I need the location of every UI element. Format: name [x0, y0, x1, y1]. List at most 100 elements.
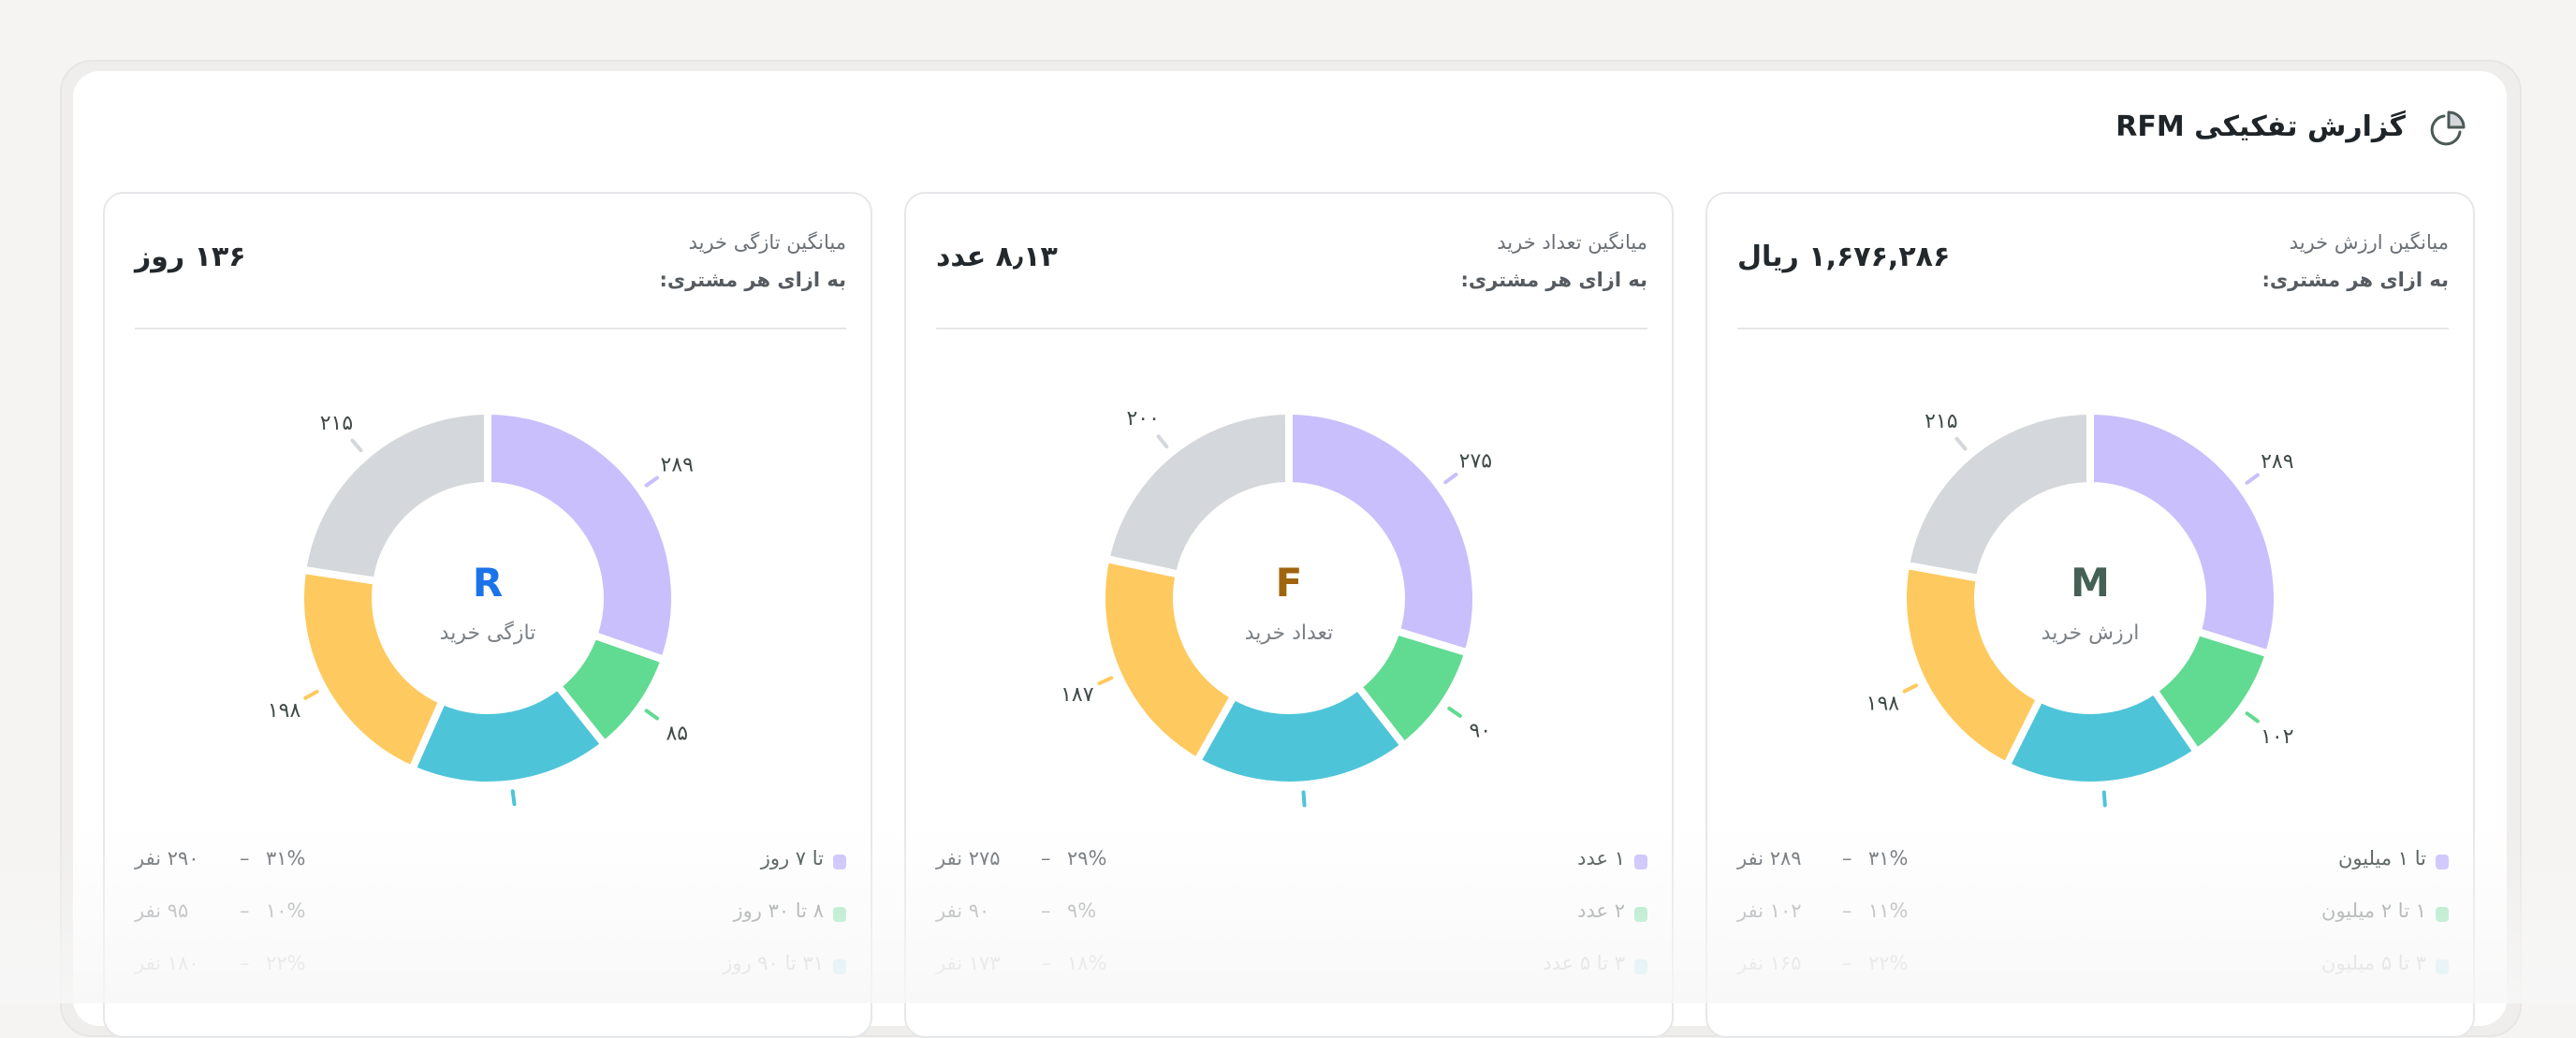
donut-label-tick — [1447, 706, 1462, 718]
divider — [1737, 328, 2449, 329]
legend-label: ۸ تا ۳۰ روز — [733, 899, 824, 922]
rfm-card-m: میانگین ارزش خرید به ازای هر مشتری: ۱,۶۷۶… — [1705, 192, 2475, 1038]
pie-chart-icon — [2430, 110, 2466, 146]
donut-segment[interactable] — [2086, 407, 2281, 658]
legend-separator: – — [1041, 847, 1051, 870]
legend-count: ۱۸۰ نفر — [135, 952, 199, 974]
card-average-value: ۱۳۶ روز — [135, 241, 246, 273]
card-average-value: ۱,۶۷۶,۲۸۶ ریال — [1737, 241, 1951, 273]
donut-label-tick — [2101, 790, 2107, 808]
legend-item[interactable]: ۳ تا ۵ میلیون ۲۲% – ۱۶۵ نفر — [1737, 944, 2449, 997]
legend-item[interactable]: تا ۷ روز ۳۱% – ۲۹۰ نفر — [135, 840, 846, 892]
donut-value-label: ۱۷۳ — [1290, 819, 1324, 821]
legend-swatch — [1634, 855, 1647, 870]
card-label-line1: میانگین ارزش خرید — [2289, 231, 2449, 254]
card-label-line2: به ازای هر مشتری: — [2261, 269, 2449, 291]
donut-label-tick — [644, 475, 660, 488]
donut-label-tick — [2245, 473, 2260, 485]
legend-count: ۱۶۵ نفر — [1737, 952, 1802, 974]
donut-value-label: ۱۶۵ — [501, 818, 534, 821]
donut-value-label: ۸۵ — [666, 723, 688, 746]
legend-percent: ۱۰% — [266, 899, 306, 922]
legend-percent: ۲۲% — [266, 952, 306, 974]
center-label: تعداد خرید — [1245, 621, 1334, 645]
donut-segment[interactable] — [1902, 407, 2094, 582]
legend-item[interactable]: تا ۱ میلیون ۳۱% – ۲۸۹ نفر — [1737, 840, 2449, 892]
legend-percent: ۳۱% — [266, 847, 306, 870]
legend-percent: ۲۹% — [1067, 847, 1107, 870]
donut-label-tick — [350, 438, 363, 453]
legend-separator: – — [240, 847, 250, 870]
card-label: میانگین ارزش خرید به ازای هر مشتری: — [2261, 224, 2449, 299]
donut-label-tick — [1097, 676, 1114, 686]
donut-label-tick — [1156, 434, 1169, 449]
donut-value-label: ۱۶۵ — [2090, 819, 2123, 821]
donut-segment[interactable] — [1285, 407, 1480, 657]
legend-separator: – — [1842, 899, 1852, 922]
legend-label: ۲ عدد — [1577, 899, 1625, 922]
legend-separator: – — [1842, 847, 1852, 870]
legend: ۱ عدد ۲۹% – ۲۷۵ نفر ۲ عدد ۹% – ۹۰ نفر ۳ … — [936, 840, 1647, 997]
donut-segment[interactable] — [484, 407, 679, 665]
donut-value-label: ۲۱۵ — [320, 412, 353, 435]
divider — [135, 328, 846, 329]
legend-percent: ۱۸% — [1067, 952, 1107, 974]
donut-value-label: ۱۸۷ — [1061, 683, 1094, 707]
legend-item[interactable]: ۳۱ تا ۹۰ روز ۲۲% – ۱۸۰ نفر — [135, 944, 846, 997]
donut-chart: ۲۸۹ ۸۵ ۱۶۵ ۱۹۸ ۲۱۵ R تازگی خرید — [268, 407, 694, 821]
legend-item[interactable]: ۸ تا ۳۰ روز ۱۰% – ۹۵ نفر — [135, 892, 846, 944]
legend-count: ۱۰۲ نفر — [1737, 899, 1802, 922]
legend-percent: ۹% — [1067, 899, 1097, 922]
legend-separator: – — [1041, 899, 1051, 922]
legend-item[interactable]: ۳ تا ۵ عدد ۱۸% – ۱۷۳ نفر — [936, 944, 1647, 997]
rfm-card-r: میانگین تازگی خرید به ازای هر مشتری: ۱۳۶ … — [103, 192, 872, 1038]
donut-value-label: ۲۸۹ — [661, 453, 694, 476]
divider — [936, 328, 1647, 329]
legend-percent: ۲۲% — [1868, 952, 1909, 974]
center-label: تازگی خرید — [440, 621, 536, 645]
legend-swatch — [833, 907, 846, 922]
center-letter: F — [1276, 560, 1303, 606]
donut-label-tick — [2245, 711, 2260, 724]
donut-label-tick — [1301, 790, 1307, 808]
donut-value-label: ۱۹۸ — [268, 699, 301, 723]
donut-label-tick — [303, 690, 319, 700]
legend-item[interactable]: ۱ تا ۲ میلیون ۱۱% – ۱۰۲ نفر — [1737, 892, 2449, 944]
donut-segment[interactable] — [299, 407, 491, 585]
legend-item[interactable]: ۱ عدد ۲۹% – ۲۷۵ نفر — [936, 840, 1647, 892]
legend-count: ۲۷۵ نفر — [936, 847, 1001, 870]
donut-segment[interactable] — [297, 565, 446, 773]
donut-chart: ۲۷۵ ۹۰ ۱۷۳ ۱۸۷ ۲۰۰ F تعداد خرید — [1061, 407, 1492, 821]
legend-item[interactable]: ۲ عدد ۹% – ۹۰ نفر — [936, 892, 1647, 944]
rfm-card-f: میانگین تعداد خرید به ازای هر مشتری: ۸٫۱۳… — [904, 192, 1674, 1038]
donut-value-label: ۱۰۲ — [2261, 725, 2293, 749]
legend: تا ۱ میلیون ۳۱% – ۲۸۹ نفر ۱ تا ۲ میلیون … — [1737, 840, 2449, 997]
card-average-value: ۸٫۱۳ عدد — [936, 241, 1058, 273]
legend-swatch — [2436, 959, 2449, 974]
donut-segment[interactable] — [1899, 561, 2044, 769]
center-letter: R — [473, 560, 503, 606]
legend-label: ۳۱ تا ۹۰ روز — [723, 952, 824, 974]
legend-count: ۱۷۳ نفر — [936, 952, 1001, 974]
center-letter: M — [2071, 560, 2110, 606]
legend-percent: ۳۱% — [1868, 847, 1909, 870]
card-label: میانگین تازگی خرید به ازای هر مشتری: — [659, 224, 846, 299]
donut-label-tick — [510, 789, 517, 807]
legend-label: تا ۱ میلیون — [2337, 847, 2426, 870]
legend-label: ۳ تا ۵ میلیون — [2321, 952, 2426, 974]
legend: تا ۷ روز ۳۱% – ۲۹۰ نفر ۸ تا ۳۰ روز ۱۰% –… — [135, 840, 846, 997]
legend-count: ۲۸۹ نفر — [1737, 847, 1802, 870]
donut-segment[interactable] — [1098, 554, 1238, 766]
card-label: میانگین تعداد خرید به ازای هر مشتری: — [1460, 224, 1647, 299]
donut-value-label: ۲۱۵ — [1925, 410, 1957, 433]
donut-value-label: ۲۷۵ — [1459, 450, 1492, 474]
legend-swatch — [833, 855, 846, 870]
legend-percent: ۱۱% — [1868, 899, 1909, 922]
legend-separator: – — [240, 899, 250, 922]
legend-separator: – — [240, 952, 250, 974]
legend-swatch — [833, 959, 846, 974]
card-label-line1: میانگین تازگی خرید — [688, 231, 846, 254]
donut-segment[interactable] — [1102, 407, 1293, 578]
donut-label-tick — [1954, 436, 1968, 451]
donut-value-label: ۱۹۸ — [1866, 692, 1900, 715]
